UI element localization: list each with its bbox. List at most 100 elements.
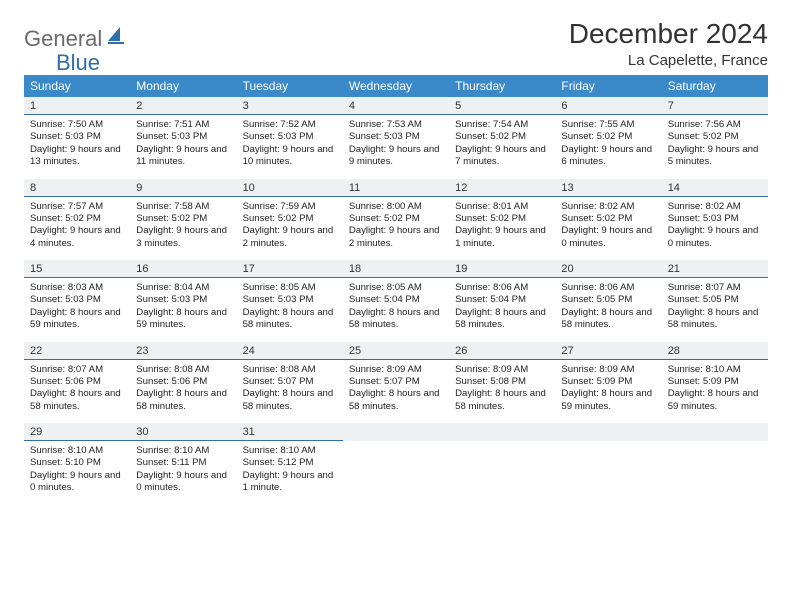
daylight-text: Daylight: 8 hours and 58 minutes.	[668, 307, 762, 332]
week-daynum-row: 22232425262728	[24, 342, 768, 360]
daylight-text: Daylight: 8 hours and 59 minutes.	[668, 388, 762, 413]
sunrise-text: Sunrise: 8:10 AM	[30, 445, 124, 457]
day-detail-cell: Sunrise: 8:07 AMSunset: 5:06 PMDaylight:…	[24, 359, 130, 423]
day-detail-cell: Sunrise: 7:55 AMSunset: 5:02 PMDaylight:…	[555, 115, 661, 179]
day-number-cell: 1	[24, 97, 130, 115]
sunrise-text: Sunrise: 8:09 AM	[349, 364, 443, 376]
sunrise-text: Sunrise: 8:08 AM	[243, 364, 337, 376]
day-detail-cell: Sunrise: 7:57 AMSunset: 5:02 PMDaylight:…	[24, 196, 130, 260]
sunrise-text: Sunrise: 8:06 AM	[455, 282, 549, 294]
daylight-text: Daylight: 8 hours and 59 minutes.	[30, 307, 124, 332]
sunrise-text: Sunrise: 8:10 AM	[243, 445, 337, 457]
sunrise-text: Sunrise: 7:55 AM	[561, 119, 655, 131]
sunset-text: Sunset: 5:02 PM	[349, 213, 443, 225]
day-detail-cell: Sunrise: 7:54 AMSunset: 5:02 PMDaylight:…	[449, 115, 555, 179]
week-daynum-row: 891011121314	[24, 179, 768, 197]
daylight-text: Daylight: 8 hours and 58 minutes.	[30, 388, 124, 413]
sunset-text: Sunset: 5:02 PM	[561, 213, 655, 225]
day-detail-cell: Sunrise: 8:06 AMSunset: 5:05 PMDaylight:…	[555, 278, 661, 342]
location-label: La Capelette, France	[569, 52, 768, 69]
sunset-text: Sunset: 5:10 PM	[30, 457, 124, 469]
day-detail-cell: Sunrise: 7:59 AMSunset: 5:02 PMDaylight:…	[237, 196, 343, 260]
sunrise-text: Sunrise: 8:07 AM	[30, 364, 124, 376]
day-detail-cell: Sunrise: 7:58 AMSunset: 5:02 PMDaylight:…	[130, 196, 236, 260]
sunset-text: Sunset: 5:05 PM	[561, 294, 655, 306]
daylight-text: Daylight: 9 hours and 9 minutes.	[349, 144, 443, 169]
day-detail-cell: Sunrise: 7:53 AMSunset: 5:03 PMDaylight:…	[343, 115, 449, 179]
sunset-text: Sunset: 5:03 PM	[30, 294, 124, 306]
day-detail-cell: Sunrise: 8:10 AMSunset: 5:11 PMDaylight:…	[130, 441, 236, 505]
day-number-cell: 11	[343, 179, 449, 197]
day-number-cell: 31	[237, 423, 343, 441]
daylight-text: Daylight: 9 hours and 1 minute.	[455, 225, 549, 250]
sunset-text: Sunset: 5:12 PM	[243, 457, 337, 469]
sunrise-text: Sunrise: 7:59 AM	[243, 201, 337, 213]
day-number-cell: 10	[237, 179, 343, 197]
sunrise-text: Sunrise: 8:02 AM	[668, 201, 762, 213]
sunset-text: Sunset: 5:02 PM	[455, 213, 549, 225]
day-detail-cell: Sunrise: 8:08 AMSunset: 5:07 PMDaylight:…	[237, 359, 343, 423]
sunset-text: Sunset: 5:03 PM	[349, 131, 443, 143]
week-detail-row: Sunrise: 7:57 AMSunset: 5:02 PMDaylight:…	[24, 196, 768, 260]
day-number-cell: 26	[449, 342, 555, 360]
sunset-text: Sunset: 5:02 PM	[455, 131, 549, 143]
daylight-text: Daylight: 9 hours and 13 minutes.	[30, 144, 124, 169]
day-number-cell: 17	[237, 260, 343, 278]
daylight-text: Daylight: 9 hours and 10 minutes.	[243, 144, 337, 169]
day-detail-cell: Sunrise: 8:04 AMSunset: 5:03 PMDaylight:…	[130, 278, 236, 342]
day-detail-cell: Sunrise: 8:07 AMSunset: 5:05 PMDaylight:…	[662, 278, 768, 342]
dow-saturday: Saturday	[662, 75, 768, 97]
sunset-text: Sunset: 5:02 PM	[243, 213, 337, 225]
sunset-text: Sunset: 5:02 PM	[561, 131, 655, 143]
daylight-text: Daylight: 9 hours and 0 minutes.	[30, 470, 124, 495]
dow-tuesday: Tuesday	[237, 75, 343, 97]
page-header: General December 2024 La Capelette, Fran…	[24, 18, 768, 69]
day-number-cell: 12	[449, 179, 555, 197]
day-number-cell: 20	[555, 260, 661, 278]
daylight-text: Daylight: 9 hours and 11 minutes.	[136, 144, 230, 169]
brand-logo: General	[24, 26, 128, 52]
sunrise-text: Sunrise: 7:54 AM	[455, 119, 549, 131]
daylight-text: Daylight: 8 hours and 58 minutes.	[561, 307, 655, 332]
day-detail-cell: Sunrise: 8:02 AMSunset: 5:02 PMDaylight:…	[555, 196, 661, 260]
day-of-week-row: Sunday Monday Tuesday Wednesday Thursday…	[24, 75, 768, 97]
sunset-text: Sunset: 5:06 PM	[30, 376, 124, 388]
day-number-cell: 4	[343, 97, 449, 115]
sunrise-text: Sunrise: 8:10 AM	[668, 364, 762, 376]
daylight-text: Daylight: 9 hours and 0 minutes.	[668, 225, 762, 250]
empty-cell	[449, 441, 555, 505]
title-block: December 2024 La Capelette, France	[569, 18, 768, 69]
week-detail-row: Sunrise: 8:03 AMSunset: 5:03 PMDaylight:…	[24, 278, 768, 342]
day-number-cell: 30	[130, 423, 236, 441]
day-number-cell: 7	[662, 97, 768, 115]
sunset-text: Sunset: 5:07 PM	[349, 376, 443, 388]
day-number-cell: 23	[130, 342, 236, 360]
day-detail-cell: Sunrise: 8:03 AMSunset: 5:03 PMDaylight:…	[24, 278, 130, 342]
daylight-text: Daylight: 8 hours and 58 minutes.	[455, 307, 549, 332]
daylight-text: Daylight: 9 hours and 1 minute.	[243, 470, 337, 495]
day-number-cell: 29	[24, 423, 130, 441]
daylight-text: Daylight: 8 hours and 59 minutes.	[561, 388, 655, 413]
day-number-cell: 19	[449, 260, 555, 278]
sunrise-text: Sunrise: 8:04 AM	[136, 282, 230, 294]
week-detail-row: Sunrise: 8:10 AMSunset: 5:10 PMDaylight:…	[24, 441, 768, 505]
sunset-text: Sunset: 5:03 PM	[243, 131, 337, 143]
day-number-cell: 5	[449, 97, 555, 115]
day-detail-cell: Sunrise: 8:05 AMSunset: 5:03 PMDaylight:…	[237, 278, 343, 342]
daylight-text: Daylight: 8 hours and 58 minutes.	[349, 307, 443, 332]
daylight-text: Daylight: 9 hours and 3 minutes.	[136, 225, 230, 250]
day-detail-cell: Sunrise: 8:01 AMSunset: 5:02 PMDaylight:…	[449, 196, 555, 260]
empty-cell	[449, 423, 555, 441]
empty-cell	[555, 441, 661, 505]
day-number-cell: 22	[24, 342, 130, 360]
empty-cell	[555, 423, 661, 441]
sunrise-text: Sunrise: 8:06 AM	[561, 282, 655, 294]
day-detail-cell: Sunrise: 8:08 AMSunset: 5:06 PMDaylight:…	[130, 359, 236, 423]
daylight-text: Daylight: 9 hours and 6 minutes.	[561, 144, 655, 169]
day-detail-cell: Sunrise: 8:09 AMSunset: 5:09 PMDaylight:…	[555, 359, 661, 423]
day-detail-cell: Sunrise: 8:10 AMSunset: 5:10 PMDaylight:…	[24, 441, 130, 505]
daylight-text: Daylight: 9 hours and 2 minutes.	[243, 225, 337, 250]
sunset-text: Sunset: 5:04 PM	[349, 294, 443, 306]
dow-wednesday: Wednesday	[343, 75, 449, 97]
day-detail-cell: Sunrise: 8:00 AMSunset: 5:02 PMDaylight:…	[343, 196, 449, 260]
